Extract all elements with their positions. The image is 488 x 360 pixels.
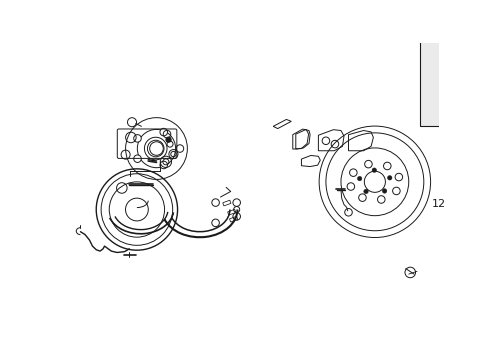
Circle shape <box>382 189 386 193</box>
Circle shape <box>371 168 376 172</box>
Circle shape <box>133 135 141 142</box>
Circle shape <box>176 145 183 152</box>
Circle shape <box>160 161 167 169</box>
Text: 12: 12 <box>431 199 445 209</box>
Circle shape <box>165 137 171 142</box>
Bar <box>227 210 235 215</box>
Circle shape <box>160 129 167 136</box>
Bar <box>229 216 237 222</box>
Circle shape <box>133 155 141 162</box>
Circle shape <box>386 176 391 180</box>
Circle shape <box>357 176 361 181</box>
Circle shape <box>363 189 367 194</box>
Bar <box>223 200 230 206</box>
